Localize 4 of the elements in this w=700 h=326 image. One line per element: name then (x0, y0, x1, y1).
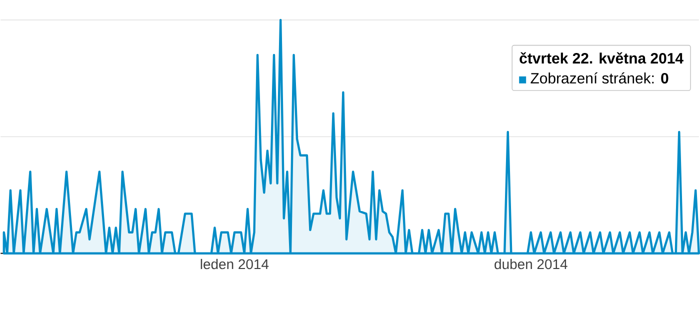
annotation: čtvrtek 22. května 2014 (520, 52, 684, 64)
x-tick-label: duben 2014 (494, 258, 568, 270)
annotation: Zobrazení stránek: 0 (530, 72, 668, 84)
x-tick-label: leden 2014 (200, 258, 269, 270)
